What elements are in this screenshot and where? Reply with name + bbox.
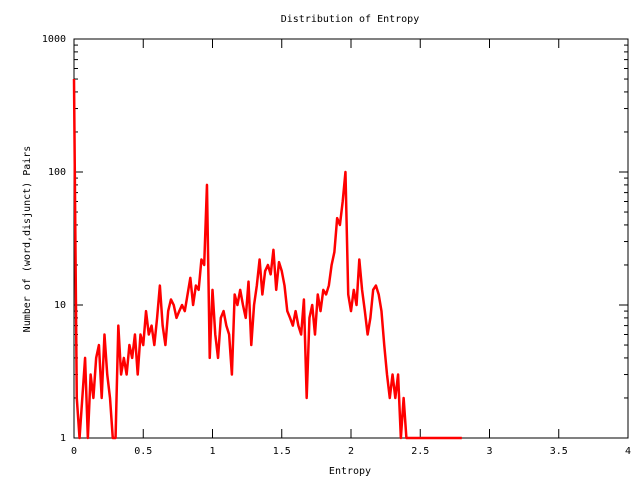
y-tick-label: 100 — [48, 167, 66, 178]
x-tick-label: 0 — [71, 446, 77, 457]
y-tick-label: 1000 — [42, 34, 66, 45]
x-tick-label: 2.5 — [411, 446, 429, 457]
y-tick-label: 10 — [54, 300, 66, 311]
x-tick-label: 0.5 — [134, 446, 152, 457]
x-tick-label: 3 — [486, 446, 492, 457]
y-axis-label: Number of (word,disjunct) Pairs — [22, 146, 33, 333]
data-line — [72, 79, 462, 440]
y-tick-label: 1 — [60, 433, 66, 444]
x-axis-label: Entropy — [329, 466, 371, 477]
x-tick-label: 4 — [625, 446, 631, 457]
x-tick-label: 1 — [209, 446, 215, 457]
x-tick-label: 1.5 — [273, 446, 291, 457]
chart-title: Distribution of Entropy — [281, 14, 419, 25]
x-tick-label: 2 — [348, 446, 354, 457]
plot-border — [73, 38, 629, 439]
x-tick-label: 3.5 — [550, 446, 568, 457]
